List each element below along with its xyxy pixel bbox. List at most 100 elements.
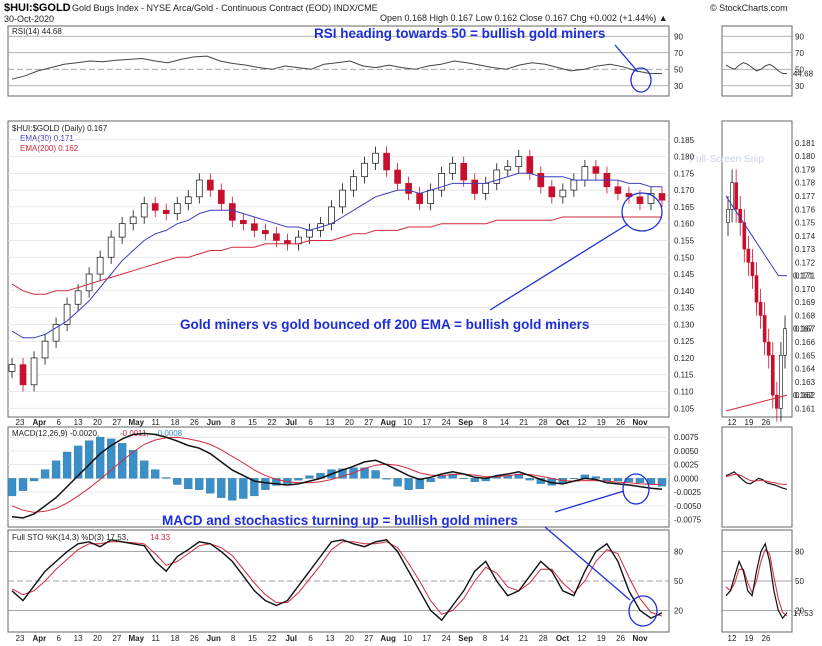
price-zoom-candle — [746, 248, 751, 263]
price-candle — [614, 186, 622, 194]
macd-histogram-bar — [613, 478, 623, 482]
price-zoom-tick-label: 0.165 — [795, 351, 816, 360]
price-candle — [328, 206, 335, 225]
price-candle — [449, 162, 457, 174]
price-tick-label: 0.130 — [674, 320, 695, 329]
ema200-label: EMA(200) 0.162 — [20, 144, 79, 153]
x-axis-label-bottom: 22 — [267, 634, 276, 643]
price-zoom-candle — [734, 182, 738, 210]
x-axis-label-bottom: 11 — [151, 634, 160, 643]
chart-subtitle: Gold Bugs Index - NYSE Arca/Gold - Conti… — [72, 3, 378, 13]
sto-zoom-tick-label: 50 — [795, 577, 804, 586]
x-axis-label-bottom: May — [128, 634, 144, 643]
x-axis-label-bottom: 27 — [364, 634, 373, 643]
price-zoom-tick-label: 0.169 — [795, 298, 816, 307]
price-tick-label: 0.165 — [674, 203, 695, 212]
ema200-line — [11, 216, 662, 295]
macd-histogram-bar — [162, 477, 171, 479]
macd-histogram-bar — [7, 478, 17, 497]
macd-histogram-bar — [195, 478, 204, 490]
x-axis-label: Oct — [556, 418, 570, 427]
price-candle — [217, 189, 225, 204]
price-tick-label: 0.140 — [674, 287, 695, 296]
rsi-last-value: 44.68 — [793, 70, 814, 79]
price-candle — [438, 172, 445, 191]
macd-histogram-bar — [18, 478, 28, 491]
x-axis-label: Nov — [632, 418, 648, 427]
rsi-tick-label: 30 — [674, 82, 683, 91]
x-axis-label: 13 — [326, 418, 335, 427]
x-axis-label: 19 — [597, 418, 606, 427]
zoom-x-label-bottom: 26 — [762, 634, 771, 643]
macd-histogram-bar — [305, 475, 314, 479]
price-zoom-candle — [758, 301, 763, 316]
x-axis-label-bottom: 26 — [616, 634, 625, 643]
x-axis-label: 6 — [57, 418, 62, 427]
x-axis-label-bottom: 20 — [345, 634, 354, 643]
x-axis-label: 26 — [190, 418, 199, 427]
price-zoom-tick-label: 0.170 — [795, 285, 816, 294]
macd-tick-label: 0.0050 — [674, 447, 699, 456]
rsi-zoom-tick-label: 70 — [795, 49, 804, 58]
price-zoom-candle — [775, 394, 779, 409]
price-candle — [581, 166, 589, 181]
x-axis-label: 23 — [16, 418, 25, 427]
x-axis-label-bottom: 12 — [577, 634, 586, 643]
price-last-value: 0.167 — [793, 325, 814, 334]
price-candle — [229, 203, 236, 221]
x-axis-label-bottom: 26 — [190, 634, 199, 643]
macd-histogram-bar — [657, 478, 667, 487]
macd-histogram-bar — [217, 478, 226, 498]
x-axis-label: 10 — [403, 418, 412, 427]
rsi-tick-label: 50 — [674, 65, 683, 74]
price-candle — [658, 193, 666, 201]
x-axis-label: Apr — [32, 418, 46, 427]
price-zoom-candle — [730, 182, 734, 210]
ema30-zoom-line — [725, 195, 787, 277]
price-zoom-tick-label: 0.172 — [795, 258, 816, 267]
price-candle — [361, 162, 368, 178]
x-axis-label: 27 — [112, 418, 121, 427]
x-axis-label-bottom: 24 — [442, 634, 451, 643]
price-candle — [515, 156, 523, 167]
price-zoom-tick-label: 0.176 — [795, 205, 816, 214]
zoom-x-label: 19 — [745, 418, 754, 427]
price-candle — [427, 189, 434, 204]
price-tick-label: 0.170 — [674, 186, 695, 195]
macd-zoom-line — [725, 471, 788, 490]
x-axis-label: 24 — [442, 418, 451, 427]
price-candle — [647, 193, 655, 204]
price-candle — [74, 290, 82, 305]
x-axis-label-bottom: Oct — [556, 634, 570, 643]
x-axis-label-bottom: Jun — [207, 634, 221, 643]
x-axis-label-bottom: 17 — [422, 634, 431, 643]
price-zoom-candle — [779, 354, 783, 409]
x-axis-label: 22 — [267, 418, 276, 427]
macd-histogram-bar — [95, 436, 105, 479]
price-candle — [151, 203, 159, 211]
ema200-zoom-line — [725, 394, 788, 412]
price-candle — [383, 152, 390, 171]
x-axis-label: May — [128, 418, 144, 427]
macd-histogram-bar — [591, 476, 601, 479]
price-zoom-tick-label: 0.181 — [795, 139, 816, 148]
macd-histogram-bar — [151, 469, 160, 479]
price-tick-label: 0.125 — [674, 337, 695, 346]
price-candle — [173, 203, 181, 214]
macd-histogram-bar — [173, 478, 182, 485]
x-axis-label: 6 — [308, 418, 313, 427]
chart-date: 30-Oct-2020 — [4, 14, 54, 24]
sto-k-line — [11, 539, 663, 622]
watermark-text: Full-Screen Snip — [690, 154, 764, 165]
price-label: $HUI:$GOLD (Daily) 0.167 — [12, 124, 108, 133]
price-candle — [96, 256, 104, 275]
price-tick-label: 0.155 — [674, 236, 695, 245]
x-axis-label: 14 — [500, 418, 509, 427]
sto-d-label: 14.33 — [150, 533, 171, 542]
macd-histogram-bar — [261, 478, 270, 490]
price-tick-label: 0.135 — [674, 304, 695, 313]
price-zoom-tick-label: 0.166 — [795, 338, 816, 347]
x-axis-label-bottom: Apr — [32, 634, 46, 643]
macd-histogram-bar — [107, 438, 116, 479]
ohlc-readout: Open 0.168 High 0.167 Low 0.162 Close 0.… — [380, 13, 668, 23]
